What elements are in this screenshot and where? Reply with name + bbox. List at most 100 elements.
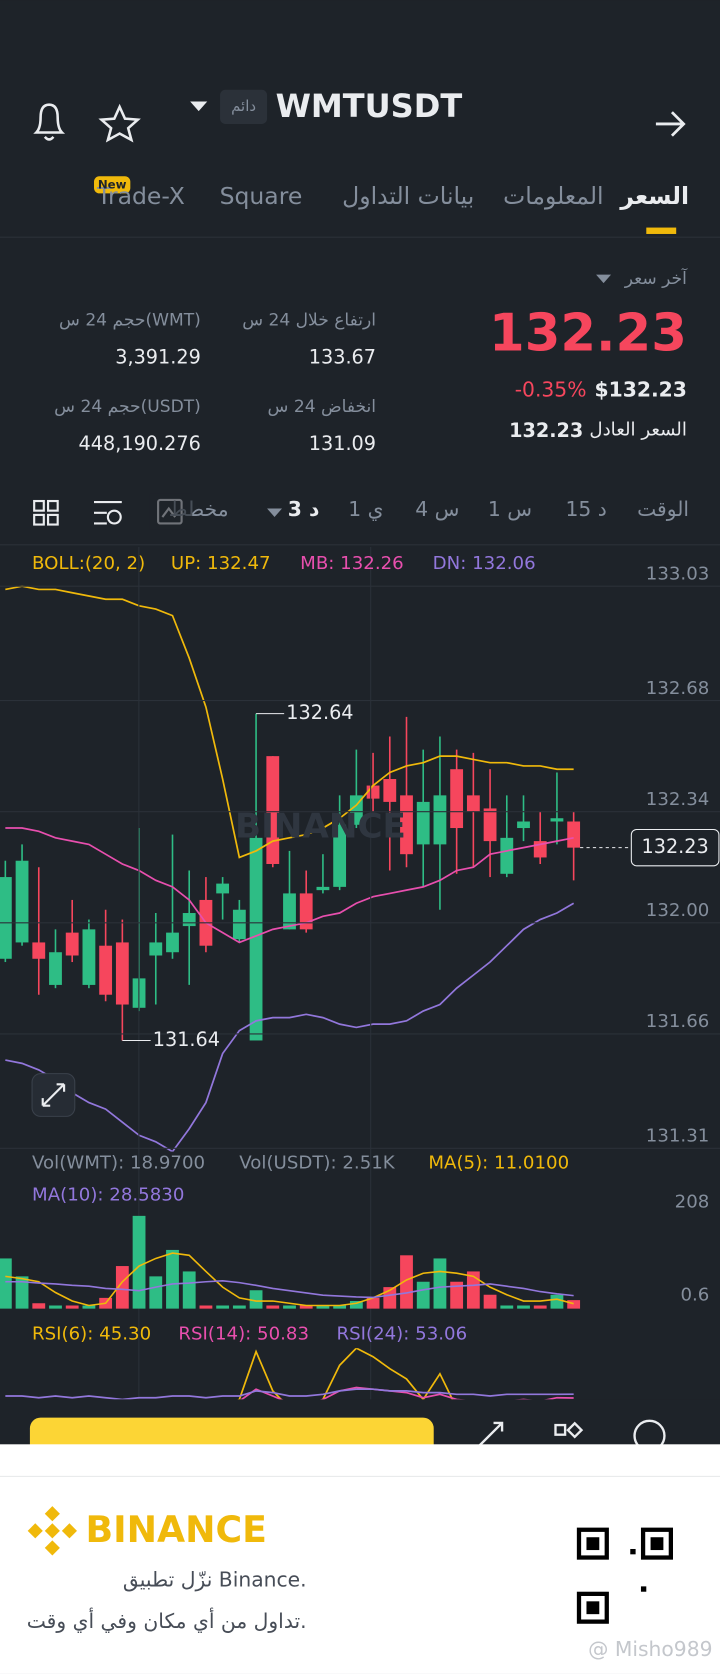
tab[interactable]: Trade-X [96,182,185,210]
active-tab-underline [646,227,677,234]
chart: 133.03 132.68 132.34 132.00 131.66 131.31 BINA… [0,546,720,1400]
qr-cell [640,1586,647,1592]
volume-bar [416,1281,430,1309]
y-tick-label: 132.68 [646,678,710,699]
volume-bar [500,1305,514,1309]
volume-bar [349,1301,363,1309]
candle-body [333,824,347,887]
stat-label: ارتفاع خلال 24 س [242,311,376,331]
new-badge: New [98,177,127,191]
candle-body [0,877,12,959]
usd-price: $132.23 [595,378,687,402]
candle-body [249,837,263,1041]
timeframe[interactable]: الوقت [637,497,689,521]
stat-value: 131.09 [309,432,376,455]
candle-body [299,893,313,930]
volume-bar [283,1305,296,1309]
bell-icon[interactable] [33,103,66,141]
volume-bar [550,1294,564,1309]
candle-body [15,860,29,943]
volume-bar [333,1305,347,1309]
volume-bar [433,1258,447,1309]
last-price-tag-label: 132.23 [642,835,709,858]
y-tick-label: 131.66 [646,1011,710,1032]
tab[interactable]: المعلومات [503,182,603,210]
star-icon[interactable] [98,103,141,143]
volume-bar [49,1305,62,1309]
timeframe[interactable]: 3 د [288,497,320,521]
timeframe[interactable]: 1 س [488,497,532,521]
dropdown-icon [596,274,612,284]
volume-bar [115,1266,129,1309]
qr-finder [586,1537,600,1551]
stat-label: انخفاض 24 س [268,397,376,417]
volume-bar [366,1297,380,1309]
timeframe[interactable]: 1 ي [348,497,383,522]
candle-body [433,795,447,845]
volume-bar [82,1305,96,1309]
candle-body [232,909,246,940]
volume-bar [400,1255,413,1309]
symbol-dropdown[interactable] [190,101,208,112]
last-price: 132.23 [489,304,687,364]
volume-bar [533,1305,547,1309]
candle-body [49,952,62,985]
stat-label: حجم 24 س(WMT) [59,311,201,331]
timeframe-fade [149,493,193,530]
annotation-label: 131.64 [153,1028,220,1051]
price-change: -0.35% [515,378,587,402]
volume-bar [483,1294,497,1309]
volume-bar [182,1271,196,1309]
stat-value: 3,391.29 [115,345,201,368]
qr-finder [576,1591,609,1624]
volume-bar [32,1303,46,1309]
rsi-line [5,1388,574,1400]
badge-bg [220,89,268,124]
qr-finder [576,1527,609,1560]
legend-item: BOLL:(20, 2) [32,553,145,574]
qr-code [576,1527,673,1624]
candle-body [82,929,96,985]
volume-bar [466,1271,480,1309]
candle-body [416,801,430,845]
candle-body [32,942,46,959]
qr-cell [630,1548,636,1555]
volume-bar [132,1215,146,1309]
volume-bar [450,1281,464,1309]
last-price-tag [630,828,720,867]
candle-body [550,818,564,822]
timeframe[interactable]: 4 س [415,497,459,521]
volume-legend: MA(10): 28.5830 [32,1184,184,1205]
watermark: BINANCE [235,806,406,846]
bollinger-line [5,902,575,1152]
timeframe[interactable]: 15 د [565,497,606,521]
volume-tick-label: 208 [675,1192,710,1213]
expand-icon [41,1083,66,1107]
rsi-plot [5,1348,574,1400]
candle-body [383,779,397,802]
footer-text: تداول من أي مكان وفي أي وقت. [27,1608,307,1634]
action-icons[interactable] [476,1419,666,1452]
arrow-icon[interactable] [655,111,686,137]
candle-body [65,932,79,956]
candle-body [166,932,179,953]
rsi-legend: RSI(14): 50.83 [178,1323,309,1344]
tab[interactable]: السعر [619,182,689,210]
bollinger-line [5,585,574,859]
tab[interactable]: بيانات التداول [342,182,474,210]
tab[interactable]: Square [220,182,303,210]
fair-price: 132.23 [509,419,583,442]
footer-brand: BINANCE [85,1508,267,1551]
y-tick-label: 133.03 [646,563,710,584]
volume-ma10 [5,1280,574,1299]
volume-bar [299,1305,313,1309]
volume-bar [249,1290,263,1309]
timeframe-dropdown[interactable] [267,508,283,518]
last-price-label: آخر سعر [624,267,688,289]
candle-body [567,821,581,848]
qr-finder [650,1537,664,1551]
legend-item: DN: 132.06 [433,553,536,574]
new-badge-bg [94,176,131,194]
volume-ma5 [5,1252,574,1307]
volume-bar [266,1305,280,1309]
